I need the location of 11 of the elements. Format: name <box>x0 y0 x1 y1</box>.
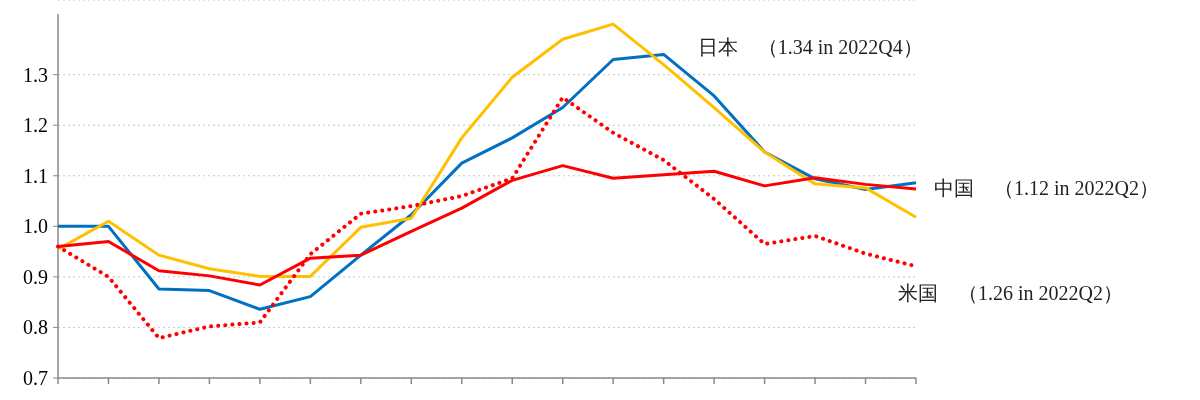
y-tick-label: 1.2 <box>23 114 48 137</box>
series-label: 日本 （1.34 in 2022Q4） <box>697 36 923 59</box>
y-tick-label: 0.9 <box>23 265 48 288</box>
line-series <box>56 22 918 278</box>
y-tick-label: 0.7 <box>23 367 48 389</box>
y-tick-label: 0.8 <box>23 316 48 339</box>
y-tick-label: 1.3 <box>23 63 48 86</box>
series-label: 米国 （1.26 in 2022Q2） <box>898 282 1123 305</box>
y-tick-label: 1.0 <box>23 215 48 238</box>
y-tick-label: 1.1 <box>23 164 48 187</box>
series-label: 中国 （1.12 in 2022Q2） <box>934 176 1159 199</box>
